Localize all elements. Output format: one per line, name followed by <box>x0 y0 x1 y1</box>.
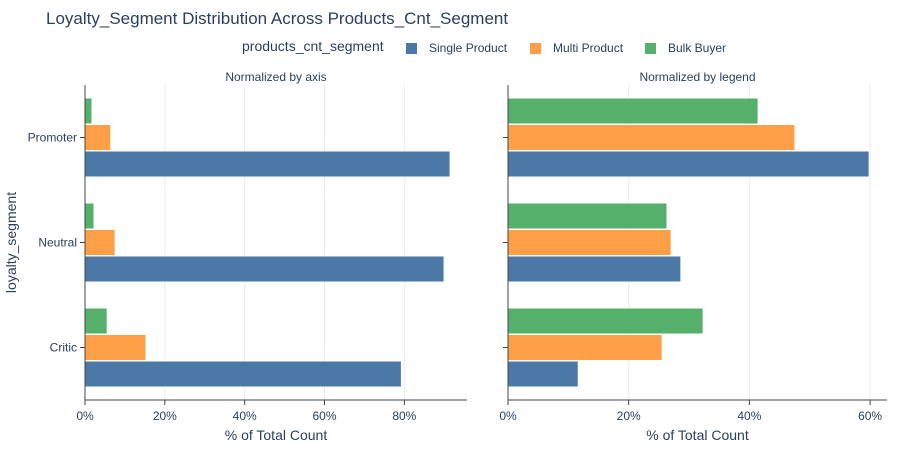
bar-p2-promoter-bulk-buyer <box>507 98 759 124</box>
xtick-label-p1-20: 20% <box>153 409 177 423</box>
ytick-label-neutral: Neutral <box>38 236 77 250</box>
xtick-label-p2-60: 60% <box>858 409 882 423</box>
bar-p2-critic-bulk-buyer <box>507 308 704 334</box>
ytick-label-critic: Critic <box>50 341 77 355</box>
bar-p2-critic-single-product <box>507 361 579 387</box>
x-axis-title-p2: % of Total Count <box>646 427 749 443</box>
xtick-label-p2-20: 20% <box>617 409 641 423</box>
bar-p2-neutral-bulk-buyer <box>507 203 667 229</box>
xtick-label-p1-40: 40% <box>233 409 257 423</box>
bar-p1-promoter-multi-product <box>84 124 111 151</box>
legend: products_cnt_segment Single Product Mult… <box>0 38 900 58</box>
panel-1-title: Normalized by axis <box>225 70 326 84</box>
bar-p2-promoter-single-product <box>507 151 870 177</box>
bar-p2-promoter-multi-product <box>507 124 795 151</box>
legend-swatch-bulk-buyer <box>645 42 656 54</box>
bar-p1-neutral-bulk-buyer <box>84 203 95 229</box>
legend-item-bulk-buyer[interactable]: Bulk Buyer <box>645 40 726 56</box>
y-axis-title: loyalty_segment <box>3 192 19 293</box>
xtick-label-p2-40: 40% <box>737 409 761 423</box>
xtick-label-p2-0: 0% <box>499 409 517 423</box>
legend-title: products_cnt_segment <box>242 38 384 54</box>
xtick-label-p1-80: 80% <box>392 409 416 423</box>
bar-p1-promoter-single-product <box>84 151 451 177</box>
legend-label-bulk-buyer: Bulk Buyer <box>668 41 727 55</box>
bar-p2-critic-multi-product <box>507 334 663 361</box>
bar-p1-critic-multi-product <box>84 334 146 361</box>
panel-2-title: Normalized by legend <box>639 70 755 84</box>
bar-p2-neutral-multi-product <box>507 229 672 256</box>
bar-p1-neutral-multi-product <box>84 229 116 256</box>
bar-p1-critic-single-product <box>84 361 402 387</box>
legend-swatch-multi-product <box>530 42 541 54</box>
xtick-label-p1-0: 0% <box>76 409 94 423</box>
bar-p1-critic-bulk-buyer <box>84 308 108 334</box>
legend-swatch-single-product <box>406 42 417 54</box>
chart-title: Loyalty_Segment Distribution Across Prod… <box>46 9 509 28</box>
ytick-label-promoter: Promoter <box>28 131 77 145</box>
xtick-label-p1-60: 60% <box>312 409 336 423</box>
bar-p1-neutral-single-product <box>84 256 445 282</box>
legend-label-multi-product: Multi Product <box>553 41 624 55</box>
bar-p2-neutral-single-product <box>507 256 681 282</box>
legend-label-single-product: Single Product <box>429 41 508 55</box>
x-axis-title-p1: % of Total Count <box>225 427 328 443</box>
legend-item-single-product[interactable]: Single Product <box>406 40 507 56</box>
legend-item-multi-product[interactable]: Multi Product <box>530 40 623 56</box>
bar-p1-promoter-bulk-buyer <box>84 98 93 124</box>
